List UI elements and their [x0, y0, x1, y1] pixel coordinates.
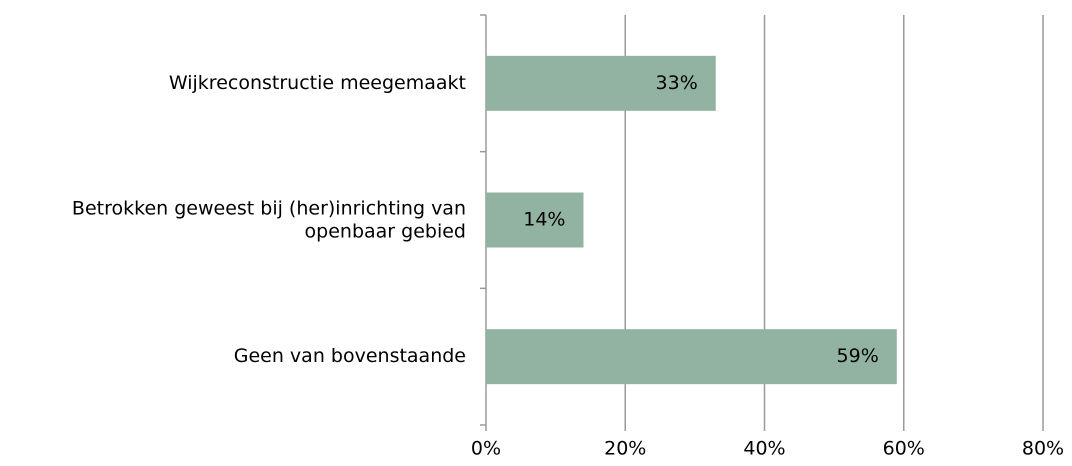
y-tick-label: Wijkreconstructie meegemaakt [169, 72, 466, 94]
x-tick-label: 80% [1022, 438, 1064, 460]
bar [486, 55, 716, 111]
data-label: 59% [837, 345, 879, 367]
bar [486, 192, 584, 248]
y-tick-label: Betrokken geweest bij (her)inrichting va… [72, 197, 466, 242]
x-tick-label: 20% [604, 438, 646, 460]
data-label: 33% [656, 72, 698, 94]
bar [486, 329, 897, 385]
x-tick-label: 0% [471, 438, 501, 460]
data-label: 14% [523, 209, 565, 231]
x-tick-label: 60% [883, 438, 925, 460]
x-tick-label: 40% [743, 438, 785, 460]
y-tick-label: Geen van bovenstaande [234, 345, 466, 367]
